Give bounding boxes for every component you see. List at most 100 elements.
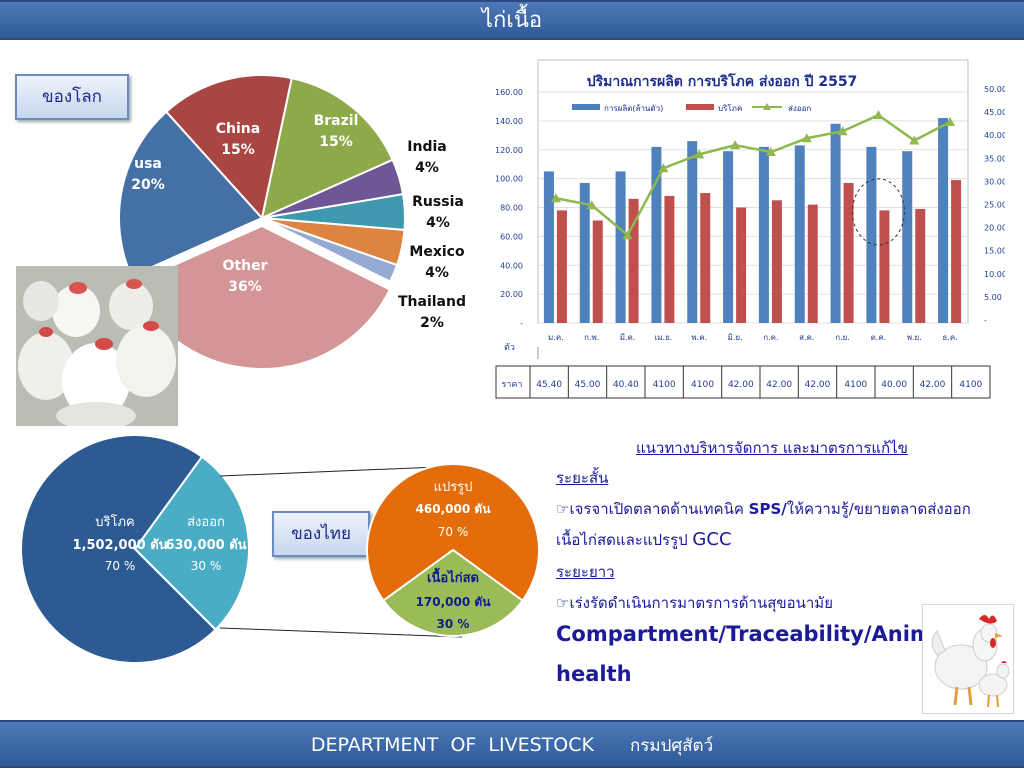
processed-label: แปรรูป (434, 480, 473, 495)
price-label: ราคา (502, 380, 523, 390)
right-tick-label: 35.00 (984, 154, 1005, 163)
legend-marker-exp (763, 103, 771, 110)
short-term-heading: ระยะสั้น (556, 469, 609, 487)
export-marker (765, 147, 776, 157)
bar-consumption (951, 180, 962, 323)
bar-production (723, 151, 734, 323)
x-tick-label: ต.ค. (871, 333, 887, 342)
thai-tag-label: ของไทย (291, 524, 351, 544)
bar-consumption (700, 193, 711, 323)
bar-production (938, 117, 949, 323)
pie-slice-processed (366, 463, 540, 602)
price-table (495, 365, 991, 399)
right-tick-label: 5.00 (984, 293, 1002, 302)
bar-production (615, 171, 626, 323)
bar-production (830, 123, 841, 323)
price-cell: 42.00 (920, 380, 946, 390)
x-tick-label: ธ.ค. (942, 333, 957, 342)
gcc-text: GCC (692, 529, 732, 550)
pie-slice-export (133, 455, 250, 632)
x-tick-label: ม.ค. (548, 333, 564, 342)
export-marker (837, 126, 848, 136)
pie-slice-usa (118, 110, 264, 278)
pie-label-brazil: Brazil (314, 113, 359, 129)
x-tick-label: มี.ค. (620, 333, 636, 342)
x-tick-label: เม.ย. (655, 333, 673, 342)
x-tick-label: ก.ย. (835, 333, 850, 342)
management-notes: แนวทางบริหารจัดการ และมาตรการแก้ไข ระยะส… (556, 436, 976, 696)
pie-value-india: 4% (415, 160, 439, 176)
pie-slice-consume (20, 434, 218, 664)
export-marker (622, 230, 633, 240)
left-tick-label: 80.00 (500, 204, 523, 213)
x-tick-label: ก.ค. (763, 333, 778, 342)
processed-amount: 460,000 ตัน (416, 502, 492, 516)
export-line (555, 113, 951, 238)
consume-percent: 70 % (105, 559, 136, 573)
export-marker (730, 140, 741, 150)
export-marker (658, 163, 669, 173)
price-cell: 45.00 (575, 380, 601, 390)
bar-consumption (556, 210, 567, 323)
plot-area (537, 59, 969, 324)
world-pie-chart: Brazil 15% China 15% usa 20% Other 36% India 4% Ru… (118, 74, 466, 370)
x-tick-label: ก.พ. (584, 333, 599, 342)
x-tick-label: พ.ค. (691, 333, 707, 342)
bar-consumption (736, 207, 747, 323)
right-tick-label: 45.00 (984, 108, 1005, 117)
price-cell: 45.40 (536, 380, 562, 390)
chart-title: ปริมาณการผลิต การบริโภค ส่งออก ปี 2557 (587, 72, 858, 90)
bar-consumption (592, 220, 603, 323)
price-cell: 42.00 (766, 380, 792, 390)
pie-value-russia: 4% (426, 215, 450, 231)
pie-label-russia: Russia (412, 194, 464, 210)
pie-value-other: 36% (228, 279, 262, 295)
pie-value-usa: 20% (131, 177, 165, 193)
right-tick-label: 40.00 (984, 131, 1005, 140)
bar-production (579, 182, 590, 323)
left-tick-label: - (520, 319, 523, 328)
bar-consumption (879, 210, 890, 323)
right-tick-label: - (984, 316, 987, 325)
world-tag: ของโลก (15, 74, 129, 120)
bar-consumption (628, 198, 639, 323)
bar-consumption (843, 182, 854, 323)
bar-production (794, 145, 805, 323)
export-breakdown-pie: แปรรูป 460,000 ตัน 70 % เนื้อไก่สด 170,000 ต… (366, 463, 540, 637)
right-tick-label: 10.00 (984, 270, 1005, 279)
pie-label-india: India (407, 139, 446, 155)
left-tick-label: 160.00 (495, 88, 523, 97)
left-tick-label: 40.00 (500, 261, 523, 270)
export-marker (873, 110, 884, 120)
highlight-circle (851, 178, 905, 246)
right-tick-label: 30.00 (984, 177, 1005, 186)
left-tick-label: 20.00 (500, 290, 523, 299)
department-label: DEPARTMENT OF LIVESTOCK (310, 734, 594, 756)
left-tick-label: 100.00 (495, 175, 523, 184)
pointing-hand-icon: ☞ (556, 500, 570, 518)
pointing-hand-icon: ☞ (556, 594, 570, 612)
price-cell: 42.00 (805, 380, 831, 390)
fresh-amount: 170,000 ตัน (416, 595, 492, 609)
bar-consumption (915, 208, 926, 323)
export-label: ส่งออก (187, 515, 225, 530)
export-marker (909, 135, 920, 145)
short-term-item-2: เนื้อไก่สดและแปรรูป GCC (556, 528, 732, 552)
right-tick-label: 25.00 (984, 201, 1005, 210)
pie-label-usa: usa (134, 156, 162, 172)
pie-slice-thailand (261, 217, 399, 283)
title-bar: ไก่เนื้อ (0, 0, 1024, 40)
left-tick-label: 60.00 (500, 232, 523, 241)
page-title: ไก่เนื้อ (481, 8, 543, 33)
bar-consumption (664, 195, 675, 323)
connector-lines (219, 465, 463, 638)
export-marker (801, 133, 812, 143)
bar-production (758, 146, 769, 323)
footer-bar: DEPARTMENT OF LIVESTOCK กรมปศุสัตว์ (0, 720, 1024, 768)
pie-value-china: 15% (221, 142, 255, 158)
production-combo-chart: 160.00 140.00 120.00 100.00 80.00 60.00 40.00 2… (495, 59, 1005, 399)
pie-slice-fresh (382, 548, 524, 637)
thai-consumption-pie: บริโภค 1,502,000 ตัน 70 % ส่งออก 630,000 ตัน… (20, 434, 250, 664)
pie-slice-china (164, 74, 293, 221)
sps-text: SPS/ (748, 500, 787, 518)
